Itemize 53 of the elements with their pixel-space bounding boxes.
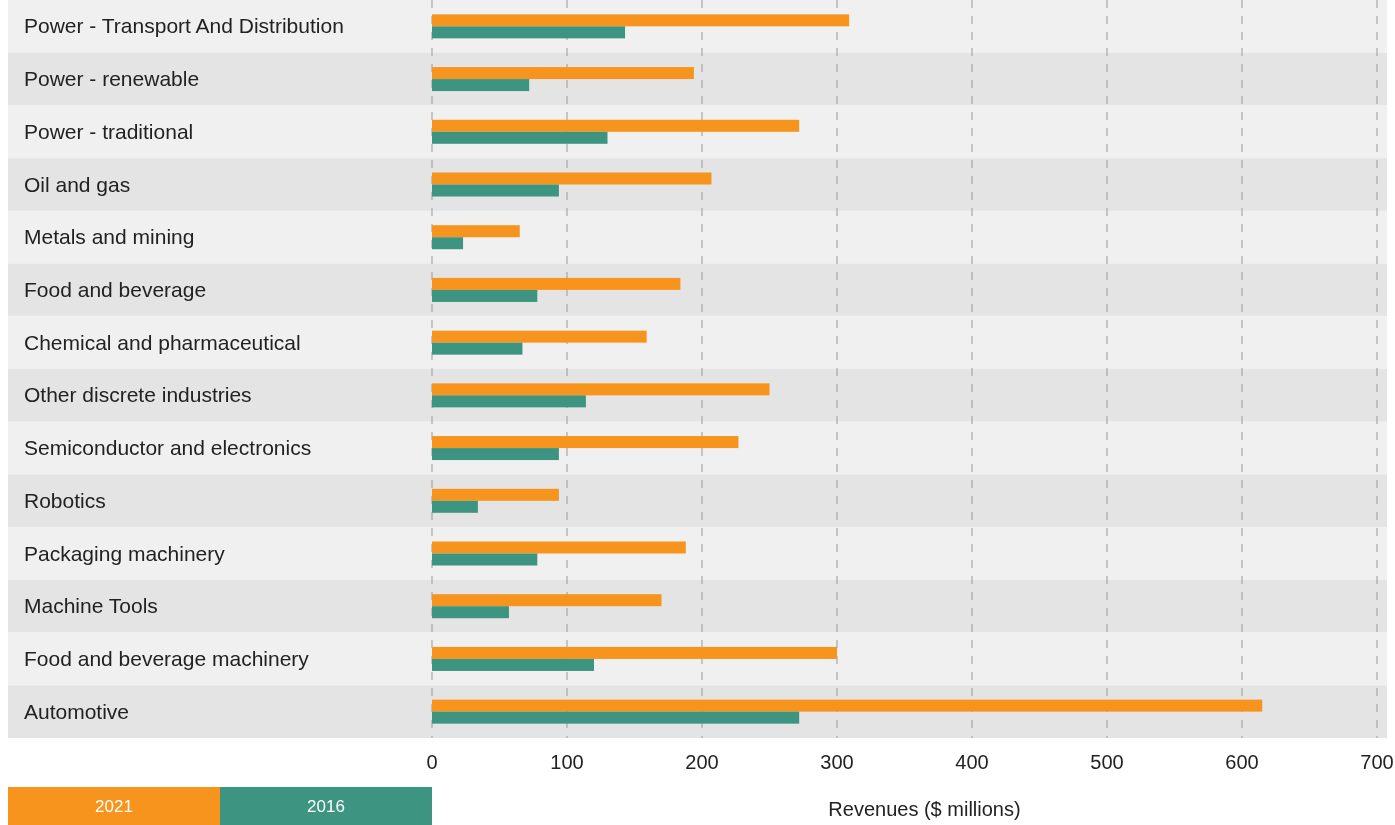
- bar: [432, 26, 626, 39]
- bar: [432, 225, 520, 238]
- y-tick-label: Other discrete industries: [24, 383, 252, 407]
- bar: [432, 131, 608, 144]
- y-tick-label: Machine Tools: [24, 594, 158, 618]
- bar: [432, 541, 686, 554]
- x-tick-label: 700: [1360, 751, 1394, 773]
- x-tick-label: 0: [426, 751, 438, 773]
- bar: [432, 330, 647, 343]
- bar: [432, 289, 538, 302]
- y-tick-label: Metals and mining: [24, 225, 195, 249]
- bar: [432, 553, 538, 566]
- bar: [432, 119, 800, 132]
- bar: [432, 14, 850, 27]
- x-tick-label: 500: [1090, 751, 1124, 773]
- x-tick-label: 600: [1225, 751, 1259, 773]
- x-tick-label: 200: [685, 751, 719, 773]
- bar: [432, 277, 681, 290]
- bar: [432, 646, 837, 659]
- y-tick-label: Robotics: [24, 488, 106, 512]
- y-tick-label: Power - traditional: [24, 119, 194, 143]
- bar: [432, 711, 800, 724]
- x-tick-label: 100: [550, 751, 584, 773]
- text: 2016: [307, 797, 345, 816]
- y-tick-label: Food and beverage machinery: [24, 646, 310, 670]
- y-tick-label: Food and beverage: [24, 277, 207, 301]
- x-tick-label: 300: [820, 751, 854, 773]
- x-axis-title: Revenues ($ millions): [828, 798, 1021, 820]
- y-tick-label: Oil and gas: [24, 172, 131, 196]
- bar: [432, 237, 464, 250]
- y-tick-label: Power - Transport And Distribution: [24, 14, 344, 38]
- y-tick-label: Semiconductor and electronics: [24, 436, 312, 460]
- y-tick-label: Packaging machinery: [24, 541, 226, 565]
- bar: [432, 395, 586, 408]
- text: 2021: [95, 797, 133, 816]
- bar: [432, 79, 530, 92]
- bar: [432, 488, 559, 501]
- bar: [432, 383, 770, 396]
- bar: [432, 342, 523, 355]
- y-tick-label: Power - renewable: [24, 67, 200, 91]
- bar: [432, 594, 662, 607]
- bar: [432, 436, 739, 449]
- bar: [432, 500, 478, 513]
- bar: [432, 448, 559, 461]
- bar: [432, 606, 509, 619]
- bar: [432, 67, 694, 80]
- bar: [432, 658, 594, 671]
- y-tick-label: Chemical and pharmaceutical: [24, 330, 301, 354]
- bar: [432, 184, 559, 197]
- bar: [432, 172, 712, 185]
- y-tick-label: Automotive: [24, 699, 130, 723]
- x-tick-label: 400: [955, 751, 989, 773]
- bar: [432, 699, 1263, 712]
